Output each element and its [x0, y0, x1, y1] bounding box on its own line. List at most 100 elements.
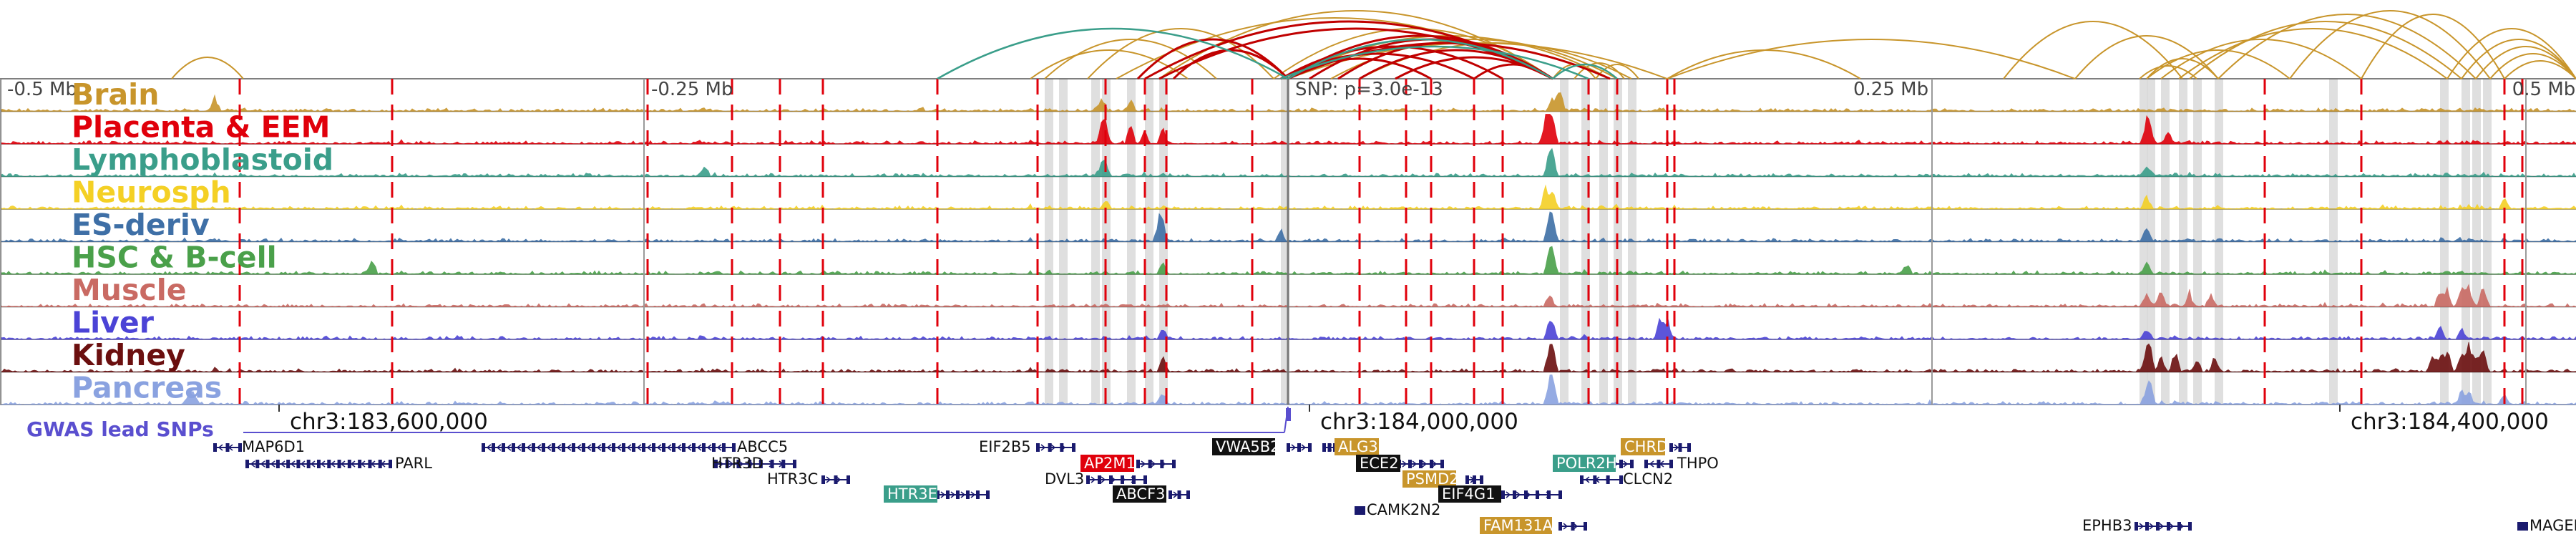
arc-44	[1280, 52, 1475, 80]
gene-abcc5: ABCC5	[482, 438, 788, 455]
gene-eif2b5: EIF2B5	[979, 438, 1075, 455]
gene-exon	[492, 443, 495, 452]
gene-exon	[592, 443, 595, 452]
gene-strand-chevron	[636, 444, 642, 451]
gene-strand-chevron	[1470, 476, 1475, 483]
arc-15	[1667, 39, 2076, 79]
gene-exon	[1355, 506, 1358, 515]
coord-label-0: chr3:183,600,000	[290, 409, 488, 435]
gene-exon	[1148, 460, 1152, 468]
gene-strand-chevron	[546, 444, 552, 451]
gene-exon	[2167, 522, 2170, 531]
gene-strand-chevron	[1151, 460, 1156, 468]
gene-exon	[1160, 460, 1164, 468]
gene-exon	[1513, 490, 1516, 499]
gene-htr3e: HTR3E	[884, 485, 990, 503]
gene-label-background	[1402, 470, 1456, 488]
gene-label-background	[1480, 517, 1552, 534]
gene-strand-chevron	[666, 444, 672, 451]
gene-label: ALG3	[1338, 438, 1378, 455]
gene-exon	[502, 443, 505, 452]
arc-30	[2074, 35, 2219, 79]
gene-exon	[1669, 443, 1673, 452]
gene-strand-chevron	[526, 444, 532, 451]
track-label-1: Placenta & EEM	[72, 110, 330, 145]
gene-strand-chevron	[626, 444, 632, 451]
gene-exon	[582, 443, 585, 452]
gene-exon	[1669, 460, 1673, 468]
gene-label: MAP6D1	[242, 438, 305, 455]
gene-label: PARL	[395, 455, 432, 472]
gene-label-background	[1335, 438, 1379, 455]
gene-exon	[1109, 475, 1113, 484]
gene-strand-chevron	[728, 460, 734, 468]
gene-magef1: MAGEF1	[2517, 517, 2576, 534]
arc-40	[1337, 42, 1553, 80]
arc-46	[937, 27, 1289, 80]
gene-strand-chevron	[330, 460, 336, 468]
gene-label: HTR3D	[711, 455, 763, 472]
arc-25	[2446, 28, 2576, 79]
gene-exon	[389, 460, 392, 468]
gene-exon	[682, 443, 686, 452]
gene-exon	[572, 443, 575, 452]
gene-htr3d: HTR3D	[711, 455, 796, 472]
gene-exon	[532, 443, 535, 452]
arc-22	[2218, 14, 2477, 79]
gene-exon	[732, 443, 736, 452]
gene-label-background	[1553, 455, 1616, 472]
gene-strand-chevron	[320, 460, 326, 468]
gene-psmd2: PSMD2	[1402, 470, 1483, 488]
gene-exon	[1430, 460, 1433, 468]
gene-exon	[632, 443, 635, 452]
arc-19	[2160, 39, 2362, 79]
gene-strand-chevron	[1060, 444, 1066, 451]
gene-strand-chevron	[310, 460, 316, 468]
gene-label: THPO	[1677, 455, 1719, 472]
gene-exon	[662, 443, 665, 452]
gene-exon	[966, 490, 970, 499]
gene-strand-chevron	[360, 460, 366, 468]
gene-exon	[725, 460, 729, 468]
gene-exon	[542, 443, 545, 452]
gene-exon	[2521, 522, 2524, 531]
gene-strand-chevron	[1040, 444, 1046, 451]
gene-strand-chevron	[1101, 476, 1106, 483]
gene-exon	[1619, 460, 1623, 468]
gene-exon	[1186, 490, 1190, 499]
gene-htr3c: HTR3C	[767, 470, 850, 488]
gene-strand-chevron	[1546, 491, 1551, 498]
gene-strand-chevron	[1121, 476, 1126, 483]
gene-strand-chevron	[2159, 523, 2165, 530]
gene-strand-chevron	[826, 476, 831, 483]
gene-label: EIF4G1	[1442, 485, 1496, 503]
gene-exon	[976, 490, 980, 499]
gene-strand-chevron	[950, 491, 956, 498]
gene-exon	[265, 460, 270, 468]
gene-exon	[748, 460, 752, 468]
gene-exon	[1580, 475, 1584, 484]
arc-23	[2289, 10, 2491, 79]
gene-strand-chevron	[1432, 460, 1438, 468]
gene-ap2m1: AP2M1	[1080, 455, 1176, 472]
gene-exon	[1536, 490, 1539, 499]
gene-strand-chevron	[606, 444, 612, 451]
gene-exon	[1143, 475, 1147, 484]
gene-exon	[238, 443, 242, 452]
gene-exon	[1657, 460, 1661, 468]
arc-35	[1172, 49, 1289, 80]
gene-exon	[358, 460, 362, 468]
gene-exon	[702, 443, 706, 452]
gene-exon	[1558, 522, 1562, 531]
gene-strand-chevron	[738, 460, 744, 468]
gene-exon	[2524, 522, 2528, 531]
gene-exon	[736, 460, 741, 468]
gwas-lead-snps: GWAS lead SNPs	[26, 406, 1291, 441]
gene-strand-chevron	[1173, 491, 1179, 498]
gene-strand-chevron	[1604, 476, 1610, 483]
gene-strand-chevron	[1674, 444, 1679, 451]
gene-label-background	[1356, 455, 1400, 472]
gene-camk2n2: CAMK2N2	[1355, 501, 1440, 518]
